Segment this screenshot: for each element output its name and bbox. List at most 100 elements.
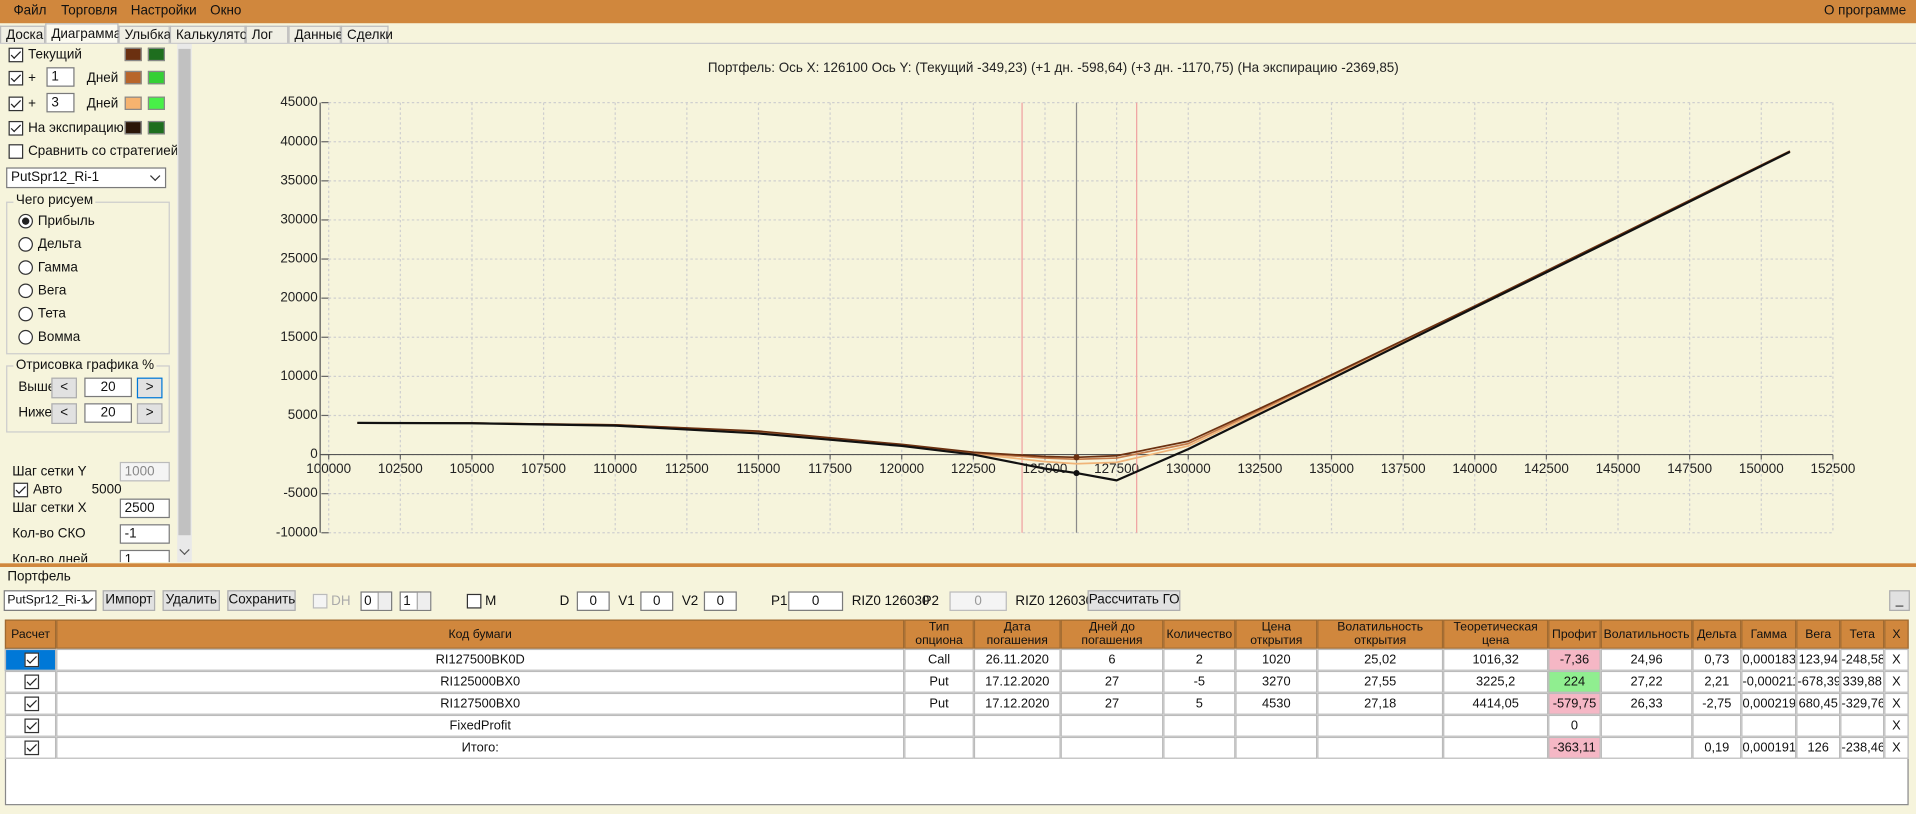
button[interactable]: <	[51, 377, 77, 399]
radio[interactable]	[18, 306, 33, 322]
checkbox[interactable]	[24, 740, 40, 756]
checkbox[interactable]	[24, 652, 40, 668]
checkbox[interactable]	[8, 144, 24, 159]
table-cell[interactable]: X	[1884, 736, 1909, 759]
column-header[interactable]: Расчет	[4, 619, 57, 649]
column-header[interactable]: Количество	[1163, 619, 1236, 649]
text-input[interactable]: 20	[84, 403, 132, 423]
tab[interactable]: Данные	[288, 25, 343, 44]
text-input[interactable]: 2500	[119, 498, 170, 519]
x-tick-label: 150000	[1739, 461, 1784, 476]
checkbox[interactable]	[24, 696, 40, 712]
checkbox[interactable]	[24, 718, 40, 734]
radio[interactable]	[18, 237, 33, 252]
text-input[interactable]: 1	[46, 67, 75, 87]
text-input[interactable]: -1	[119, 524, 170, 544]
text-input[interactable]: 20	[84, 377, 132, 398]
column-header[interactable]: Тип опциона	[904, 619, 974, 649]
text-input[interactable]: 3	[46, 92, 75, 113]
strategy-select[interactable]: PutSpr12_Ri-1	[3, 590, 97, 611]
column-header[interactable]: Гамма	[1741, 619, 1797, 649]
spin-buttons[interactable]	[377, 592, 392, 610]
color-swatch[interactable]	[147, 47, 165, 62]
checkbox[interactable]	[13, 482, 29, 498]
table-cell[interactable]: X	[1884, 670, 1909, 693]
button[interactable]: _	[1889, 590, 1910, 611]
tab[interactable]: Диаграмма	[45, 23, 121, 44]
table-cell[interactable]	[4, 670, 57, 693]
button[interactable]: Импорт	[102, 590, 156, 611]
column-header[interactable]: Тета	[1840, 619, 1885, 649]
table-cell[interactable]: X	[1884, 692, 1909, 715]
checkbox[interactable]	[8, 70, 24, 86]
color-swatch[interactable]	[124, 120, 142, 135]
column-header[interactable]: Вега	[1796, 619, 1841, 649]
column-header[interactable]: Дата погашения	[973, 619, 1061, 649]
column-header[interactable]: Дней до погашения	[1060, 619, 1164, 649]
table-cell: 6	[1060, 648, 1164, 671]
button[interactable]: >	[136, 403, 163, 425]
spin-buttons[interactable]	[416, 592, 431, 610]
checkbox[interactable]	[8, 47, 24, 63]
radio[interactable]	[18, 329, 33, 345]
text-input[interactable]: 0	[576, 591, 610, 611]
text-input[interactable]: 0	[640, 591, 674, 611]
table-cell[interactable]: X	[1884, 714, 1909, 737]
text-input[interactable]: 1	[119, 549, 170, 563]
color-swatch[interactable]	[147, 96, 165, 110]
column-header[interactable]: Теоретическая цена	[1443, 619, 1549, 649]
tab[interactable]: Калькулятор	[169, 25, 255, 44]
color-swatch[interactable]	[147, 120, 165, 135]
text-input[interactable]: 0	[949, 591, 1007, 611]
checkbox[interactable]	[8, 120, 24, 136]
color-swatch[interactable]	[124, 47, 142, 62]
table-cell[interactable]	[4, 648, 57, 671]
menu-about[interactable]: О программе	[1823, 3, 1907, 19]
column-header[interactable]: Профит	[1548, 619, 1601, 649]
check-mark	[26, 741, 37, 752]
column-header[interactable]: X	[1884, 619, 1909, 649]
tab[interactable]: Улыбка	[118, 25, 171, 44]
menu-item[interactable]: Окно	[210, 3, 242, 19]
color-swatch[interactable]	[147, 70, 165, 85]
button[interactable]: <	[51, 403, 77, 425]
button[interactable]: Сохранить	[227, 590, 296, 611]
check-mark	[26, 697, 37, 708]
radio[interactable]	[18, 213, 33, 229]
tab[interactable]: Доска	[0, 25, 46, 44]
button[interactable]: Удалить	[162, 590, 220, 611]
radio[interactable]	[18, 260, 33, 275]
table-cell: Put	[904, 670, 974, 693]
column-header[interactable]: Волатильность	[1600, 619, 1693, 649]
group-title: Чего рисуем	[13, 193, 96, 209]
button[interactable]: Рассчитать ГО	[1087, 590, 1181, 611]
color-swatch[interactable]	[124, 96, 142, 110]
text-input[interactable]: 1000	[119, 461, 170, 482]
button[interactable]: >	[136, 377, 163, 399]
scrollbar-thumb[interactable]	[178, 48, 191, 536]
text-input[interactable]: 0	[703, 591, 737, 611]
radio[interactable]	[18, 283, 33, 299]
checkbox[interactable]	[8, 96, 24, 112]
color-swatch[interactable]	[124, 70, 142, 85]
checkbox[interactable]	[312, 593, 328, 609]
menu-item[interactable]: Файл	[13, 3, 47, 19]
tab[interactable]: Сделки	[340, 25, 393, 44]
tab[interactable]: Лог	[245, 25, 289, 44]
checkbox[interactable]	[466, 593, 482, 609]
table-cell: 17.12.2020	[973, 670, 1061, 693]
column-header[interactable]: Волатильность открытия	[1317, 619, 1444, 649]
table-cell[interactable]	[4, 736, 57, 759]
column-header[interactable]: Код бумаги	[56, 619, 905, 649]
checkbox[interactable]	[24, 674, 40, 690]
menu-item[interactable]: Торговля	[61, 3, 118, 19]
table-cell	[1235, 736, 1318, 759]
column-header[interactable]: Дельта	[1692, 619, 1742, 649]
table-cell[interactable]	[4, 714, 57, 737]
strategy-select[interactable]: PutSpr12_Ri-1	[6, 167, 167, 189]
table-cell[interactable]	[4, 692, 57, 715]
column-header[interactable]: Цена открытия	[1235, 619, 1318, 649]
table-cell[interactable]: X	[1884, 648, 1909, 671]
text-input[interactable]: 0	[788, 591, 844, 611]
menu-item[interactable]: Настройки	[130, 3, 197, 19]
